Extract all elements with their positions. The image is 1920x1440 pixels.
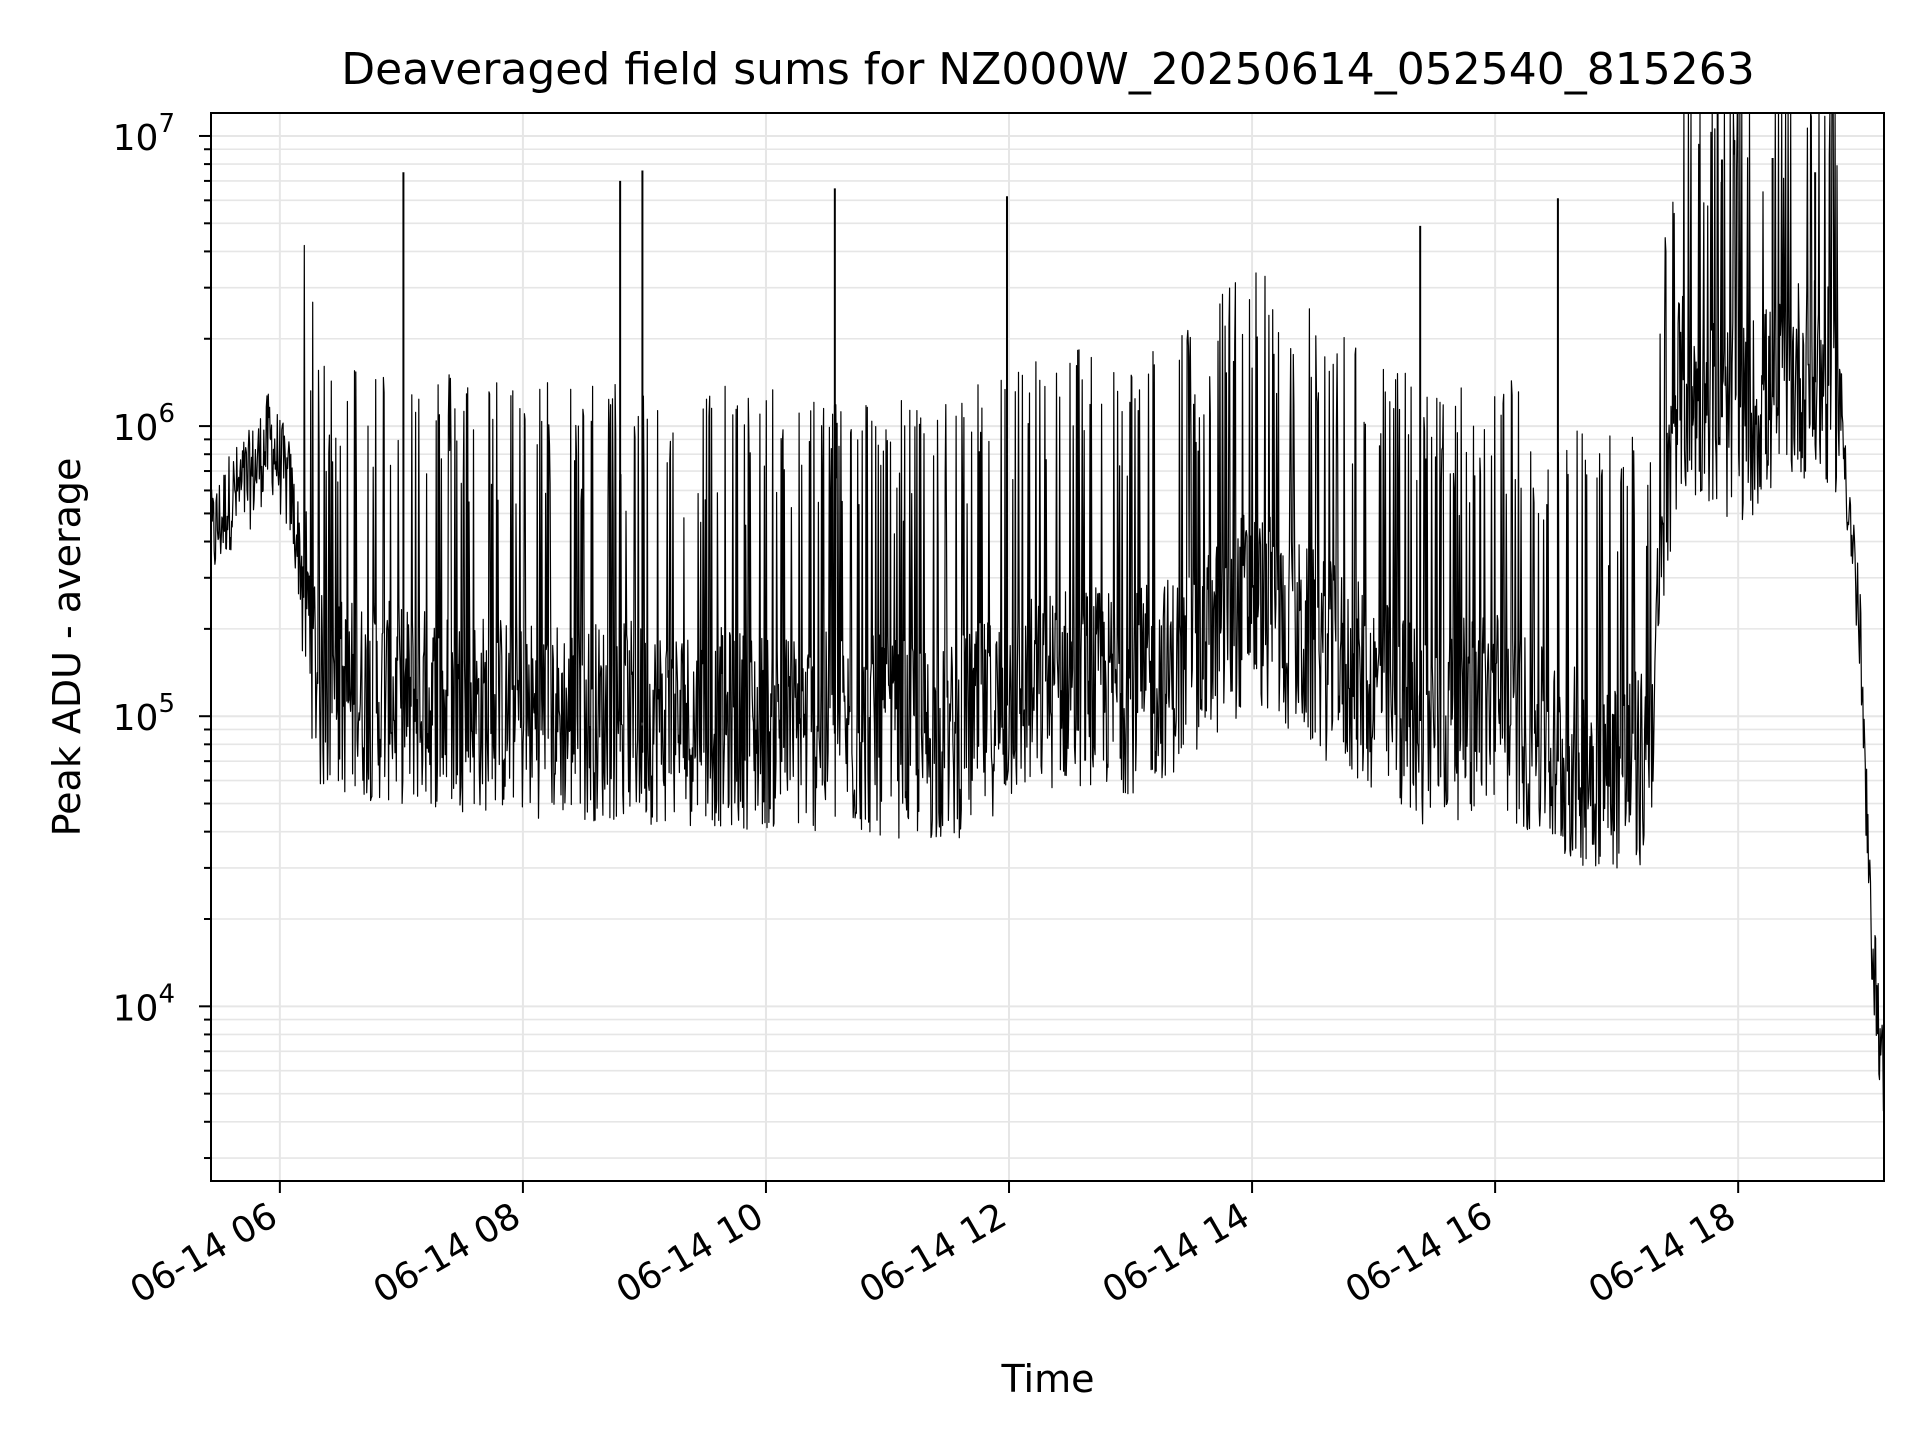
y-axis: 104 105 106 107 <box>113 109 211 1160</box>
series-line <box>210 112 1885 1112</box>
x-axis-label: Time <box>1001 1357 1095 1401</box>
series-layer <box>210 112 1885 1112</box>
y-tick-label: 106 <box>113 399 175 449</box>
y-axis-label: Peak ADU - average <box>45 458 89 837</box>
y-tick-label: 105 <box>113 689 175 739</box>
chart-title: Deaveraged field sums for NZ000W_2025061… <box>341 44 1754 95</box>
plot-frame <box>210 112 1885 1182</box>
grid <box>211 113 1884 1181</box>
y-tick-label: 104 <box>113 979 175 1029</box>
y-tick-label: 107 <box>113 109 175 159</box>
